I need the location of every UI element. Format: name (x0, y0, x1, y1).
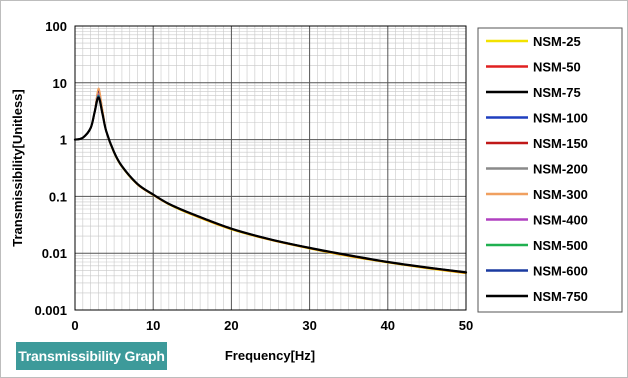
y-tick-label: 10 (53, 76, 67, 91)
x-tick-label: 20 (224, 318, 238, 333)
y-tick-label: 1 (60, 133, 67, 148)
legend-label: NSM-750 (533, 289, 588, 304)
x-tick-label: 50 (459, 318, 473, 333)
legend-label: NSM-600 (533, 264, 588, 279)
series-layer (73, 87, 468, 275)
x-axis-title: Frequency[Hz] (225, 348, 315, 363)
y-axis-title: Transmissibility[Unitless] (10, 89, 25, 247)
legend-label: NSM-500 (533, 238, 588, 253)
x-tick-label: 40 (381, 318, 395, 333)
x-tick-label: 30 (302, 318, 316, 333)
y-tick-label: 0.001 (34, 303, 67, 318)
graph-caption-badge: Transmissibility Graph (16, 342, 167, 370)
legend-label: NSM-200 (533, 162, 588, 177)
series-line-nsm-750 (73, 96, 468, 274)
y-tick-labels: 0.001 0.01 0.1 1 10 100 (34, 19, 67, 318)
legend-label: NSM-400 (533, 213, 588, 228)
y-tick-label: 0.01 (42, 246, 67, 261)
legend-label: NSM-75 (533, 85, 581, 100)
legend-label: NSM-50 (533, 60, 581, 75)
y-tick-label: 100 (45, 19, 67, 34)
plot-frame (74, 25, 467, 311)
x-tick-label: 10 (146, 318, 160, 333)
legend-label: NSM-100 (533, 111, 588, 126)
legend-label: NSM-25 (533, 34, 581, 49)
legend-label: NSM-150 (533, 136, 588, 151)
y-tick-label: 0.1 (49, 189, 67, 204)
minor-grid (75, 26, 466, 310)
x-tick-labels: 0 10 20 30 40 50 (71, 318, 473, 333)
legend: NSM-25 NSM-50 NSM-75 NSM-100 NSM-150 NSM-200 N… (486, 34, 588, 304)
legend-box (477, 27, 623, 313)
legend-label: NSM-300 (533, 187, 588, 202)
x-tick-label: 0 (71, 318, 78, 333)
